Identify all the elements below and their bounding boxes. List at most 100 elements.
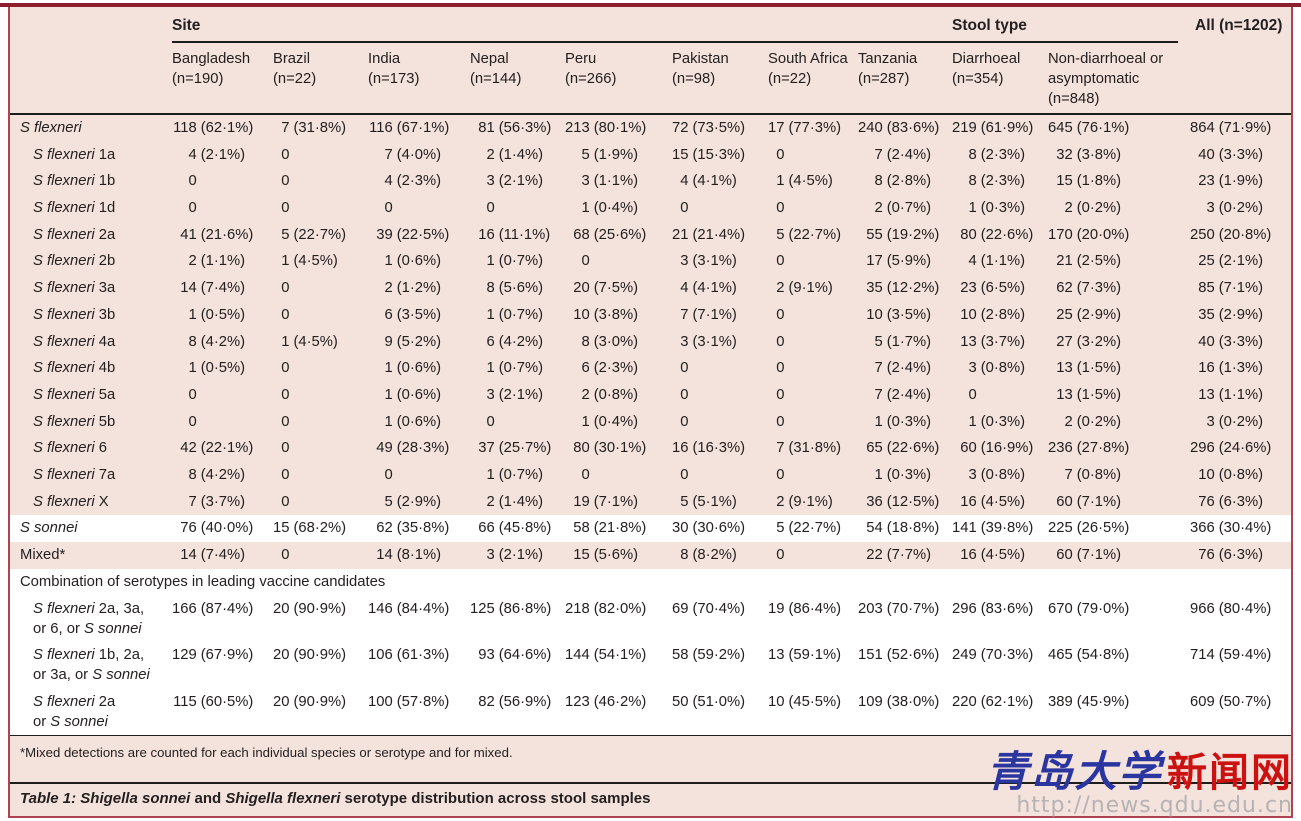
data-cell: 1 (0·5%) xyxy=(172,302,273,329)
data-cell: 69 (70·4%) xyxy=(672,599,768,619)
cell-count: 116 xyxy=(369,120,393,136)
data-cell: 0 xyxy=(273,142,368,169)
cell-percent: (5·6%) xyxy=(498,280,544,297)
cell-percent: (1·1%) xyxy=(980,253,1026,270)
cell-percent: (4·5%) xyxy=(980,493,1026,510)
cell-percent: (2·4%) xyxy=(886,146,932,163)
data-cell: 27 (3·2%) xyxy=(1048,329,1190,356)
data-cell: 60 (16·9%) xyxy=(952,435,1048,462)
column-header: Pakistan (n=98) xyxy=(672,51,729,87)
data-cell: 10 (0·8%) xyxy=(1190,462,1291,489)
data-cell: 0 xyxy=(768,302,858,329)
cell-count: 85 xyxy=(1198,280,1215,297)
row-label-text: S flexneri xyxy=(33,647,95,664)
cell-count: 129 xyxy=(172,647,197,664)
data-cell: 0 xyxy=(273,382,368,409)
cell-count: 41 xyxy=(180,226,197,243)
cell-count: 23 xyxy=(960,280,977,297)
cell-count: 115 xyxy=(173,693,197,710)
data-cell: 0 xyxy=(470,409,565,436)
cell-count: 213 xyxy=(565,120,590,136)
data-cell: 1 (0·7%) xyxy=(470,462,565,489)
watermark: 青岛大学 新闻网 http://news.qdu.edu.cn xyxy=(987,751,1293,817)
cell-count: 93 xyxy=(478,647,495,664)
cell-count: 166 xyxy=(172,600,197,617)
cell-percent: (0·4%) xyxy=(593,413,639,430)
cell-count: 0 xyxy=(776,466,785,483)
cell-percent: (11·1%) xyxy=(498,226,551,243)
row-label-text: S flexneri xyxy=(33,226,95,243)
cell-count: 366 xyxy=(1190,520,1215,537)
cell-count: 4 xyxy=(680,280,689,297)
data-cell: 80 (22·6%) xyxy=(952,222,1048,249)
data-cell: 42 (22·1%) xyxy=(172,435,273,462)
row-label: S flexneri xyxy=(10,115,172,142)
cell-percent: (0·2%) xyxy=(1076,200,1122,217)
cell-percent: (73·5%) xyxy=(692,120,746,136)
cell-percent: (0·7%) xyxy=(886,200,932,217)
cell-percent: (0·7%) xyxy=(498,253,544,270)
cell-percent: (4·2%) xyxy=(200,466,246,483)
cell-count: 8 xyxy=(968,146,977,163)
cell-percent: (70·3%) xyxy=(980,647,1034,664)
data-cell: 0 xyxy=(273,302,368,329)
cell-count: 50 xyxy=(672,693,689,710)
cell-count: 0 xyxy=(776,386,785,403)
table-row: S flexneri 2b 2 (1·1%) 1 (4·5%) 1 (0·6%) 1 (0·7%… xyxy=(10,248,1291,275)
data-cell: 0 xyxy=(768,355,858,382)
data-cell: 82 (56·9%) xyxy=(470,692,565,712)
data-cell: 36 (12·5%) xyxy=(858,489,952,516)
data-cell: 66 (45·8%) xyxy=(470,515,565,542)
data-cell: 118 (62·1%) xyxy=(172,115,273,142)
data-cell: 60 (7·1%) xyxy=(1048,542,1190,569)
cell-count: 0 xyxy=(281,440,290,457)
cell-percent: (61·3%) xyxy=(396,647,450,664)
data-cell: 20 (90·9%) xyxy=(273,692,368,712)
data-cell: 3 (3·1%) xyxy=(672,248,768,275)
data-cell: 0 xyxy=(565,248,672,275)
cell-percent: (30·1%) xyxy=(593,440,647,457)
cell-count: 0 xyxy=(680,360,689,377)
cell-percent: (84·4%) xyxy=(396,600,450,617)
cell-count: 39 xyxy=(376,226,393,243)
data-cell: 6 (3·5%) xyxy=(368,302,470,329)
row-label-text: S flexneri xyxy=(33,173,95,190)
cell-count: 80 xyxy=(573,440,590,457)
cell-count: 16 xyxy=(672,440,689,457)
data-cell: 129 (67·9%) xyxy=(172,645,273,665)
data-cell: 80 (30·1%) xyxy=(565,435,672,462)
table-row: S flexneri 1d 0 0 0 0 1 (0·4%) 0 0 2 (0·7%) 1 (0·3%)… xyxy=(10,195,1291,222)
row-label-text: 5b xyxy=(94,413,116,430)
table-row: Mixed* 14 (7·4%) 0 14 (8·1%) 3 (2·1%) 15 (5·6%) 8(… xyxy=(10,542,1291,569)
cell-percent: (4·0%) xyxy=(396,146,442,163)
data-cell: 1 (0·4%) xyxy=(565,409,672,436)
row-label: S flexneri 4a xyxy=(10,329,172,356)
cell-count: 65 xyxy=(866,440,883,457)
row-label-text: S flexneri xyxy=(33,360,95,377)
data-cell: 0 xyxy=(273,409,368,436)
cell-count: 62 xyxy=(376,520,393,537)
cell-count: 0 xyxy=(680,200,689,217)
cell-percent: (83·6%) xyxy=(886,120,940,136)
cell-count: 0 xyxy=(188,386,197,403)
data-cell: 76 (6·3%) xyxy=(1190,489,1291,516)
cell-percent: (22·7%) xyxy=(788,520,842,537)
row-label-text: or 3a, or xyxy=(33,667,93,684)
data-cell: 21 (2·5%) xyxy=(1048,248,1190,275)
row-label-text: 2a xyxy=(94,693,116,710)
watermark-cjk-line: 青岛大学 新闻网 xyxy=(987,751,1293,794)
data-cell: 7 (31·8%) xyxy=(768,435,858,462)
cell-count: 15 xyxy=(672,146,689,163)
data-cell: 0 xyxy=(172,168,273,195)
data-cell: 389 (45·9%) xyxy=(1048,692,1190,712)
row-label-text: S flexneri xyxy=(33,280,95,297)
cell-percent: (0·5%) xyxy=(200,360,246,377)
cell-count: 17 xyxy=(866,253,883,270)
cell-count: 236 xyxy=(1048,440,1073,457)
data-cell: 4 (4·1%) xyxy=(672,168,768,195)
data-cell: 3 (2·1%) xyxy=(470,542,565,569)
cell-percent: (5·9%) xyxy=(886,253,932,270)
data-cell: 296 (24·6%) xyxy=(1190,435,1291,462)
row-label: S flexneri 2b xyxy=(10,248,172,275)
cell-count: 141 xyxy=(952,520,977,537)
